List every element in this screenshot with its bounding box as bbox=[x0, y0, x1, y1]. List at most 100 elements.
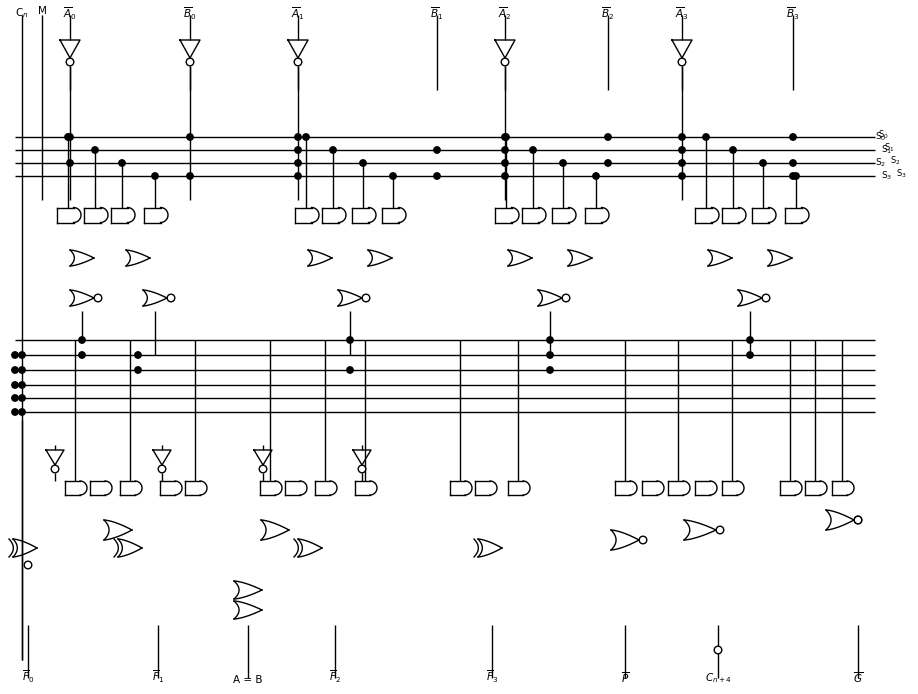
Circle shape bbox=[360, 160, 366, 166]
Text: S$_3$: S$_3$ bbox=[881, 170, 892, 183]
Circle shape bbox=[151, 173, 158, 179]
Text: $\overline{A}_3$: $\overline{A}_3$ bbox=[675, 6, 688, 22]
Circle shape bbox=[605, 134, 611, 140]
Circle shape bbox=[295, 134, 301, 140]
Circle shape bbox=[678, 134, 685, 140]
Text: C$_n$: C$_n$ bbox=[16, 6, 28, 20]
Circle shape bbox=[158, 465, 166, 473]
Circle shape bbox=[66, 58, 73, 66]
Circle shape bbox=[714, 646, 722, 654]
Circle shape bbox=[18, 352, 25, 358]
Text: $\overline{F}_0$: $\overline{F}_0$ bbox=[22, 668, 34, 685]
Circle shape bbox=[295, 147, 301, 153]
Circle shape bbox=[67, 134, 73, 140]
Circle shape bbox=[65, 134, 72, 140]
Text: S$_2$: S$_2$ bbox=[890, 155, 901, 167]
Circle shape bbox=[678, 173, 685, 179]
Circle shape bbox=[24, 561, 32, 569]
Circle shape bbox=[51, 465, 59, 473]
Text: $\overline{F}_3$: $\overline{F}_3$ bbox=[486, 668, 498, 685]
Circle shape bbox=[434, 173, 441, 179]
Text: $\overline{B}_2$: $\overline{B}_2$ bbox=[601, 6, 614, 22]
Circle shape bbox=[760, 160, 767, 166]
Circle shape bbox=[703, 134, 710, 140]
Circle shape bbox=[560, 160, 566, 166]
Circle shape bbox=[118, 160, 125, 166]
Text: S$_0$: S$_0$ bbox=[875, 130, 887, 143]
Circle shape bbox=[639, 536, 647, 544]
Circle shape bbox=[135, 352, 141, 358]
Circle shape bbox=[503, 134, 509, 140]
Circle shape bbox=[678, 160, 685, 166]
Circle shape bbox=[593, 173, 599, 179]
Circle shape bbox=[135, 367, 141, 373]
Circle shape bbox=[295, 160, 301, 166]
Circle shape bbox=[547, 352, 554, 358]
Circle shape bbox=[789, 134, 796, 140]
Circle shape bbox=[678, 58, 686, 66]
Circle shape bbox=[605, 160, 611, 166]
Text: $C_{n+4}$: $C_{n+4}$ bbox=[704, 671, 732, 685]
Circle shape bbox=[167, 294, 174, 302]
Circle shape bbox=[330, 147, 336, 153]
Text: M: M bbox=[38, 6, 47, 16]
Circle shape bbox=[92, 147, 98, 153]
Circle shape bbox=[434, 147, 441, 153]
Circle shape bbox=[67, 160, 73, 166]
Text: $\overline{G}$: $\overline{G}$ bbox=[853, 670, 863, 685]
Circle shape bbox=[12, 382, 18, 388]
Text: $\overline{P}$: $\overline{P}$ bbox=[621, 670, 629, 685]
Circle shape bbox=[501, 58, 509, 66]
Circle shape bbox=[547, 337, 554, 344]
Circle shape bbox=[294, 58, 302, 66]
Circle shape bbox=[678, 147, 685, 153]
Circle shape bbox=[18, 382, 25, 388]
Circle shape bbox=[259, 465, 267, 473]
Circle shape bbox=[186, 173, 193, 179]
Circle shape bbox=[562, 294, 570, 302]
Circle shape bbox=[18, 367, 25, 373]
Circle shape bbox=[12, 352, 18, 358]
Text: $\overline{F}_1$: $\overline{F}_1$ bbox=[152, 668, 164, 685]
Text: S$_3$: S$_3$ bbox=[896, 168, 907, 180]
Circle shape bbox=[793, 173, 800, 179]
Text: $\overline{B}_3$: $\overline{B}_3$ bbox=[787, 6, 800, 22]
Text: $\overline{F}_2$: $\overline{F}_2$ bbox=[329, 668, 341, 685]
Circle shape bbox=[79, 352, 85, 358]
Circle shape bbox=[762, 294, 770, 302]
Circle shape bbox=[855, 516, 862, 524]
Text: $\overline{A}_2$: $\overline{A}_2$ bbox=[498, 6, 512, 22]
Circle shape bbox=[789, 160, 796, 166]
Circle shape bbox=[12, 409, 18, 415]
Circle shape bbox=[502, 134, 509, 140]
Circle shape bbox=[295, 173, 301, 179]
Circle shape bbox=[303, 134, 309, 140]
Circle shape bbox=[789, 173, 796, 179]
Circle shape bbox=[347, 367, 353, 373]
Circle shape bbox=[186, 58, 194, 66]
Circle shape bbox=[547, 367, 554, 373]
Circle shape bbox=[347, 337, 353, 344]
Text: $\overline{B}_1$: $\overline{B}_1$ bbox=[431, 6, 443, 22]
Text: S$_1$: S$_1$ bbox=[884, 142, 894, 154]
Text: $\overline{A}_0$: $\overline{A}_0$ bbox=[63, 6, 77, 22]
Circle shape bbox=[18, 409, 25, 415]
Text: A = B: A = B bbox=[233, 675, 263, 685]
Text: S$_2$: S$_2$ bbox=[875, 157, 886, 169]
Circle shape bbox=[12, 367, 18, 373]
Circle shape bbox=[79, 337, 85, 344]
Circle shape bbox=[12, 395, 18, 401]
Circle shape bbox=[502, 160, 509, 166]
Circle shape bbox=[747, 337, 753, 344]
Text: $\overline{B}_0$: $\overline{B}_0$ bbox=[184, 6, 196, 22]
Circle shape bbox=[855, 516, 862, 524]
Text: S$_0$: S$_0$ bbox=[878, 129, 889, 142]
Circle shape bbox=[390, 173, 397, 179]
Circle shape bbox=[363, 294, 370, 302]
Circle shape bbox=[95, 294, 102, 302]
Circle shape bbox=[730, 147, 736, 153]
Circle shape bbox=[502, 173, 509, 179]
Circle shape bbox=[747, 352, 753, 358]
Text: $\overline{A}_1$: $\overline{A}_1$ bbox=[291, 6, 305, 22]
Circle shape bbox=[530, 147, 536, 153]
